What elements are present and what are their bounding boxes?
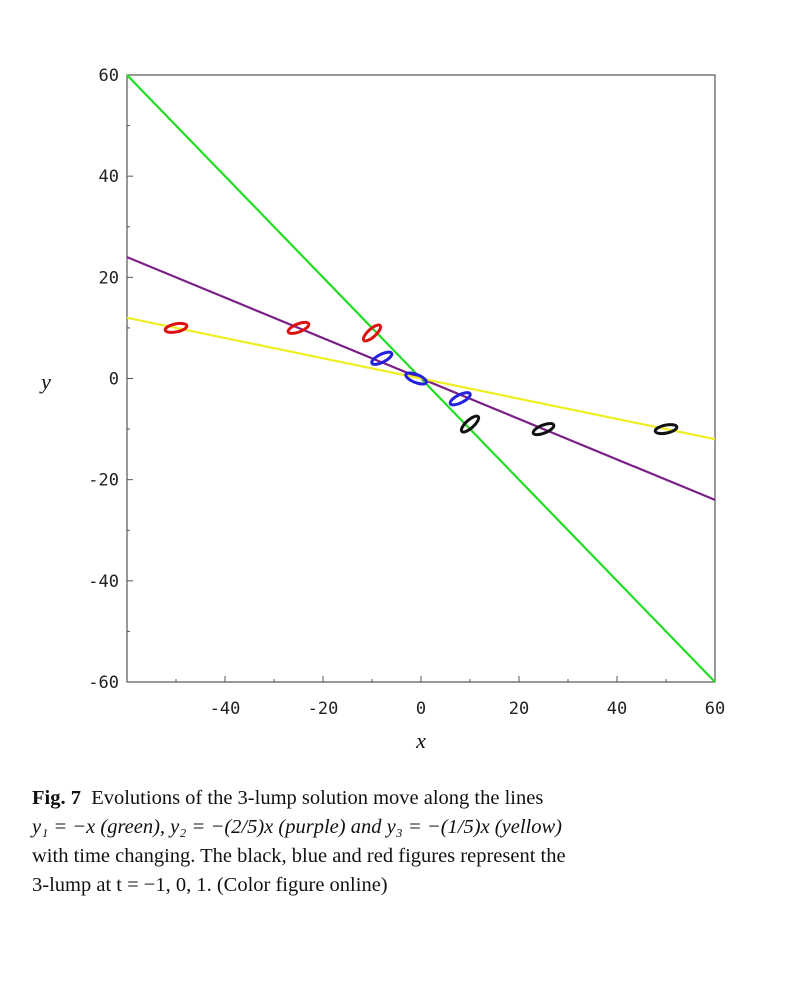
y-tick-label: 60 bbox=[99, 66, 119, 86]
y-tick-label: 20 bbox=[99, 268, 119, 288]
lump-point bbox=[286, 320, 311, 335]
x-tick-label: 40 bbox=[607, 699, 627, 719]
caption-line-2: y₁ = −x (green), y₂ = −(2/5)x (purple) a… bbox=[32, 816, 562, 838]
axes: -40 -20 0 20 40 60 60 40 20 0 -20 -40 -60 bbox=[88, 66, 725, 719]
x-tick-label: 20 bbox=[509, 699, 529, 719]
x-tick-label: 60 bbox=[705, 699, 725, 719]
y-tick-label: -20 bbox=[88, 471, 119, 491]
caption-line-1: Evolutions of the 3-lump solution move a… bbox=[91, 787, 544, 809]
lump-point bbox=[361, 323, 383, 343]
y-tick-label: -60 bbox=[88, 673, 119, 693]
chart: -40 -20 0 20 40 60 60 40 20 0 -20 -40 -60 x y bbox=[39, 66, 725, 753]
x-tick-label: -40 bbox=[210, 699, 241, 719]
x-axis-label: x bbox=[415, 728, 426, 753]
lump-point bbox=[163, 321, 189, 334]
y-tick-label: 0 bbox=[109, 370, 119, 390]
series-line-yellow bbox=[126, 316, 716, 441]
series-group bbox=[126, 74, 716, 683]
y-axis-label: y bbox=[39, 369, 51, 394]
y-tick-label: -40 bbox=[88, 572, 119, 592]
lump-point bbox=[404, 371, 428, 386]
caption-line-3: with time changing. The black, blue and … bbox=[32, 845, 566, 867]
lump-point bbox=[370, 350, 394, 366]
x-tick-label: -20 bbox=[308, 699, 339, 719]
caption-line-4: 3-lump at t = −1, 0, 1. (Color figure on… bbox=[32, 874, 388, 896]
x-tick-label: 0 bbox=[416, 699, 426, 719]
y-tick-label: 40 bbox=[99, 167, 119, 187]
lump-point bbox=[653, 423, 679, 436]
lump-point bbox=[459, 414, 481, 434]
lump-point bbox=[531, 422, 556, 437]
figure-label: Fig. 7 bbox=[32, 787, 81, 809]
lump-group bbox=[163, 320, 679, 437]
lump-point bbox=[448, 391, 472, 407]
figure-caption: Fig. 7 Evolutions of the 3-lump solution… bbox=[32, 784, 752, 900]
